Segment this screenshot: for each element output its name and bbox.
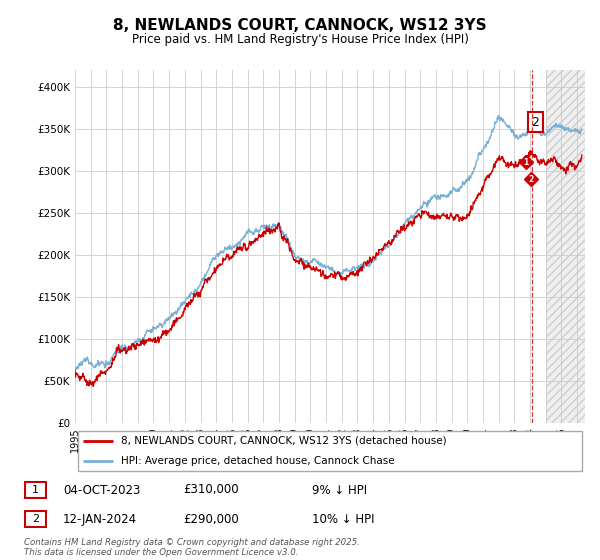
Text: 04-OCT-2023: 04-OCT-2023 [63,483,140,497]
Bar [546,70,585,423]
Text: £310,000: £310,000 [183,483,239,497]
Text: HPI: Average price, detached house, Cannock Chase: HPI: Average price, detached house, Cann… [121,456,395,466]
Text: 8, NEWLANDS COURT, CANNOCK, WS12 3YS: 8, NEWLANDS COURT, CANNOCK, WS12 3YS [113,18,487,32]
Text: 1: 1 [524,158,529,167]
Text: 8, NEWLANDS COURT, CANNOCK, WS12 3YS (detached house): 8, NEWLANDS COURT, CANNOCK, WS12 3YS (de… [121,436,446,446]
FancyBboxPatch shape [25,482,46,498]
FancyBboxPatch shape [77,431,583,471]
Text: 2: 2 [32,514,39,524]
Text: Contains HM Land Registry data © Crown copyright and database right 2025.
This d: Contains HM Land Registry data © Crown c… [24,538,360,557]
Text: £290,000: £290,000 [183,512,239,526]
FancyBboxPatch shape [25,511,46,527]
Text: 1: 1 [32,485,39,495]
Text: 10% ↓ HPI: 10% ↓ HPI [312,512,374,526]
Text: 9% ↓ HPI: 9% ↓ HPI [312,483,367,497]
Text: Price paid vs. HM Land Registry's House Price Index (HPI): Price paid vs. HM Land Registry's House … [131,32,469,46]
Bar [546,70,585,423]
Text: 12-JAN-2024: 12-JAN-2024 [63,512,137,526]
Text: 2: 2 [528,175,533,184]
Text: 2: 2 [532,115,539,129]
